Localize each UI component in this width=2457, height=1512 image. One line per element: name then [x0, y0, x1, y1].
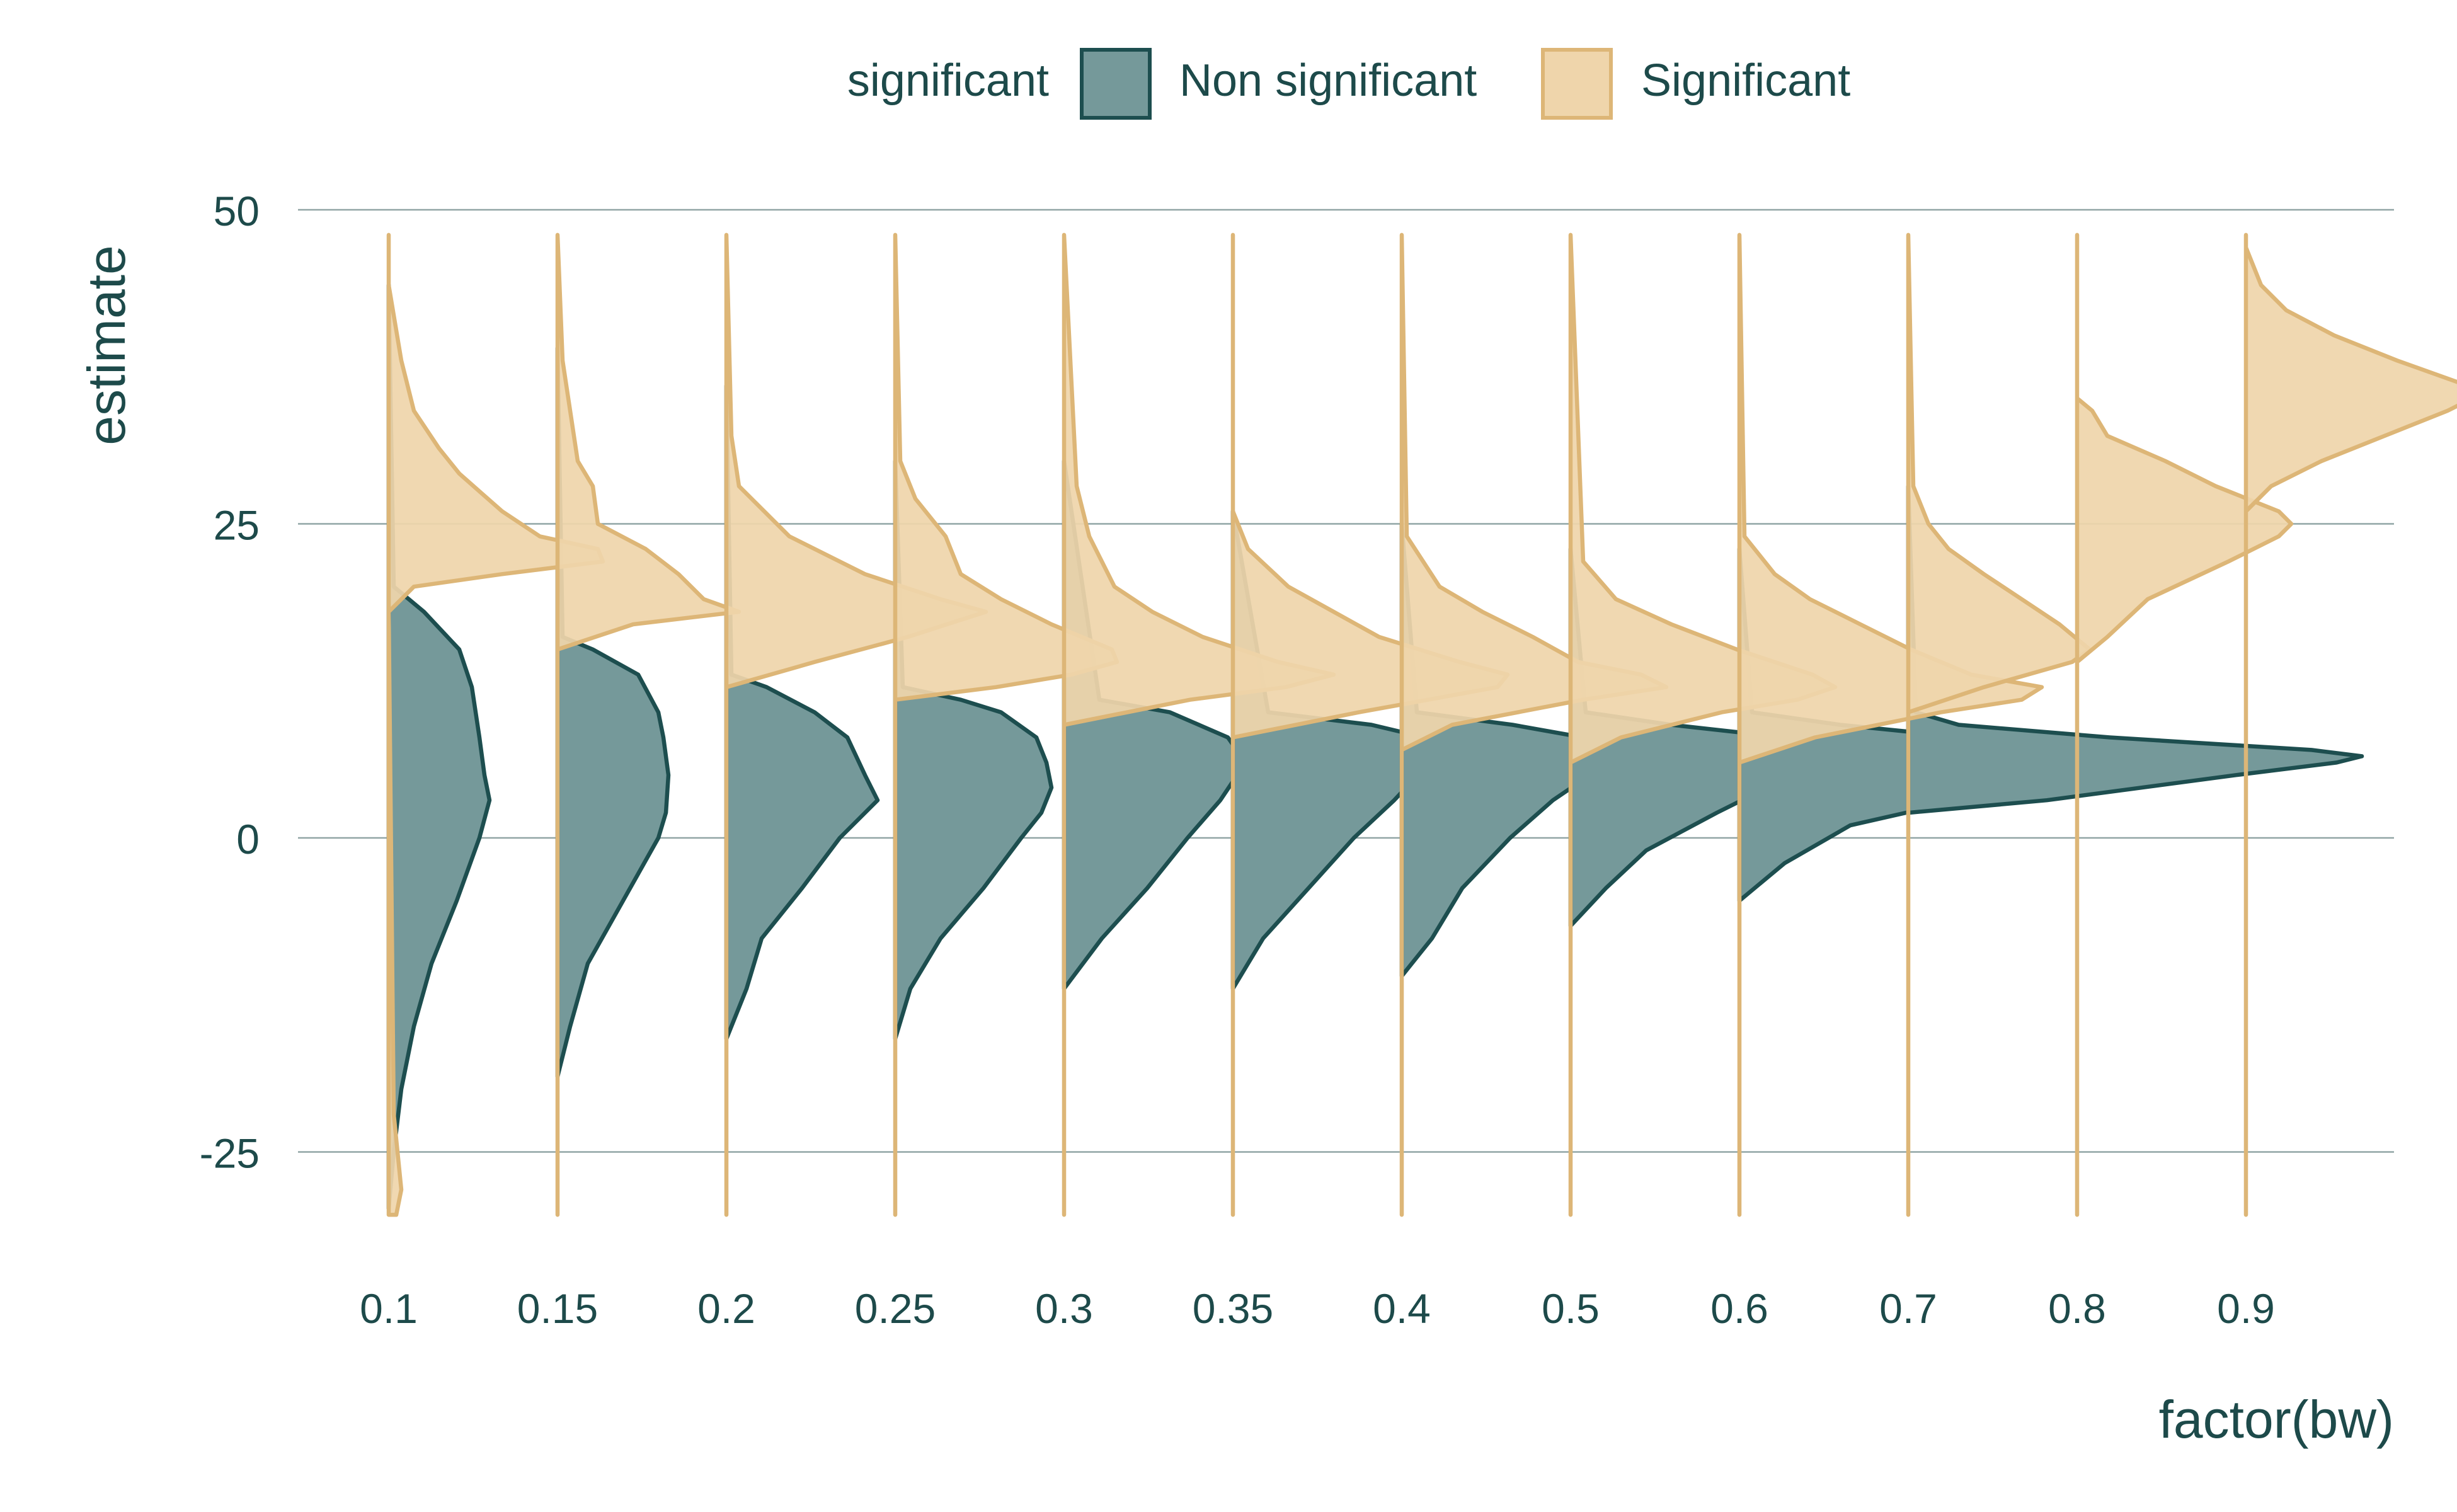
x-tick-labels: 0.1 0.15 0.2 0.25 0.3 0.35 0.4 0.5 0.6 0.7 0.8 0.9: [360, 1285, 2275, 1332]
violin-sig-0.35: [1230, 232, 1510, 1217]
violin-sig-0.3: [1062, 232, 1336, 1217]
x-tick-label: 0.4: [1373, 1285, 1431, 1332]
x-tick-label: 0.25: [855, 1285, 936, 1332]
x-tick-label: 0.7: [1879, 1285, 1937, 1332]
violin-sig-0.25: [893, 232, 1120, 1217]
x-tick-label: 0.1: [360, 1285, 418, 1332]
x-axis-title: factor(bw): [2159, 1390, 2394, 1449]
x-tick-label: 0.9: [2217, 1285, 2275, 1332]
legend-label-sig: Significant: [1641, 55, 1850, 106]
violin-nonsig-0.2: [724, 383, 880, 1041]
x-tick-label: 0.5: [1542, 1285, 1600, 1332]
violin-sig-0.15: [555, 232, 742, 1217]
legend-swatch-sig: [1541, 48, 1613, 120]
violin-nonsig-0.1: [386, 283, 492, 1211]
x-tick-label: 0.35: [1193, 1285, 1273, 1332]
x-tick-label: 0.3: [1035, 1285, 1093, 1332]
violins: [386, 232, 2457, 1217]
x-tick-label: 0.8: [2048, 1285, 2106, 1332]
legend-title: significant: [847, 55, 1049, 106]
violin-sig-0.6: [1737, 232, 2044, 1217]
y-axis-title: estimate: [77, 245, 136, 445]
x-tick-label: 0.2: [697, 1285, 755, 1332]
violin-sig-0.8: [2075, 232, 2294, 1217]
x-tick-label: 0.15: [517, 1285, 598, 1332]
y-tick-label: 0: [236, 816, 260, 862]
y-tick-label: 25: [214, 502, 260, 549]
y-tick-labels: -25 0 25 50: [200, 188, 260, 1177]
violin-sig-0.7: [1906, 232, 2092, 1217]
legend: significant Non significant Significant: [847, 48, 1850, 120]
x-tick-label: 0.6: [1710, 1285, 1768, 1332]
violin-sig-0.9: [2243, 232, 2457, 1217]
y-tick-label: 50: [214, 188, 260, 234]
y-tick-label: -25: [200, 1130, 260, 1177]
legend-swatch-nonsig: [1080, 48, 1152, 120]
legend-label-nonsig: Non significant: [1179, 55, 1477, 106]
